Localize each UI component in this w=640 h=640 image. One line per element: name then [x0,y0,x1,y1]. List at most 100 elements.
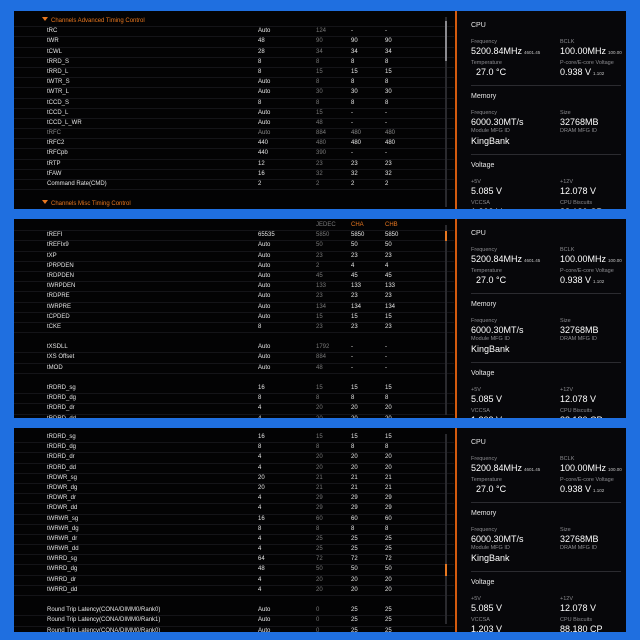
timing-row[interactable]: tREFI 65535 5850 5850 5850 [14,231,454,242]
timing-row[interactable]: tWRWR_sg 16 60 60 60 [14,515,454,525]
timing-row[interactable]: tWRPDEN Auto 133 133 133 [14,282,454,293]
jedec-value: 8 [316,395,320,402]
scrollbar[interactable] [445,434,447,624]
timing-row[interactable]: tRFCpb 440 390 - - [14,149,454,160]
timing-row[interactable]: tCWL 28 34 34 34 [14,48,454,58]
section-title: Channels Advanced Timing Control [42,17,145,26]
timing-row[interactable]: tPRPDEN Auto 2 4 4 [14,262,454,272]
timing-setting: 440 [258,150,269,157]
channel-a-value: 23 [351,293,358,300]
timing-setting: 48 [258,38,265,45]
timing-row[interactable]: tRDRD_dd 4 20 20 20 [14,464,454,474]
module-mfg-label: Module MFG ID [471,545,510,551]
timing-row[interactable]: tCCD_L_WR Auto 48 - - [14,119,454,130]
timing-row[interactable]: tRDRD_dg 8 8 8 8 [14,443,454,454]
channel-a-value: 8 [351,525,355,532]
timing-setting: Auto [258,293,271,300]
jedec-value: 5850 [316,232,330,239]
timing-row[interactable]: tRDPDEN Auto 45 45 45 [14,272,454,283]
scrollbar[interactable] [445,17,447,207]
timing-name: tRDRD_dr [47,454,75,461]
channel-b-value: 8 [385,525,389,532]
timing-row[interactable]: Round Trip Latency(CONA/DIMM0/Rank0) Auto… [14,606,454,617]
jedec-value: 1792 [316,344,330,351]
cpu-frequency: 5200.84MHz 4601.45 [471,46,540,56]
timing-name: tRC [47,28,58,35]
timing-name: tWRWR_sg [47,515,79,522]
timing-row[interactable]: tFAW 16 32 32 32 [14,170,454,180]
timing-row[interactable]: tRDWR_dr 4 29 29 29 [14,494,454,505]
module-mfg-value-main: KingBank [471,553,510,563]
timing-row[interactable]: tRDWR_sg 20 21 21 21 [14,474,454,484]
timing-setting: Auto [258,303,271,310]
memory-frequency: 6000.30MT/s [471,325,524,335]
timing-row[interactable]: tWRRD_dg 48 50 50 50 [14,565,454,576]
scrollbar[interactable] [445,225,447,415]
timing-row[interactable]: tMOD Auto 48 - - [14,364,454,374]
section-header[interactable]: Channels Misc Timing Control [14,200,454,209]
timing-row[interactable]: tRDRD_sg 16 15 15 15 [14,384,454,395]
channel-a-value: 45 [351,272,358,279]
timing-row[interactable]: tWRWR_dd 4 25 25 25 [14,545,454,556]
timing-row[interactable]: tRDRD_dg 8 8 8 8 [14,394,454,405]
timing-row[interactable]: tRDWR_dd 4 29 29 29 [14,504,454,515]
timing-setting: 8 [258,323,262,330]
timing-row[interactable]: tWRRD_dd 4 20 20 20 [14,586,454,596]
timing-row[interactable]: tWRPRE Auto 134 134 134 [14,303,454,313]
timing-row[interactable]: tCCD_L Auto 15 - - [14,109,454,119]
timing-setting: 4 [258,454,262,461]
timing-row[interactable]: tWRWR_dg 8 8 8 8 [14,525,454,535]
timing-setting: Auto [258,130,271,137]
jedec-value: 133 [316,283,327,290]
timing-setting: Auto [258,242,271,249]
channel-a-value: 25 [351,546,358,553]
timing-setting: 8 [258,395,262,402]
timing-name: tRRD_S [47,58,70,65]
scrollbar-thumb[interactable] [445,231,447,241]
timing-row[interactable]: tWRRD_dr 4 20 20 20 [14,576,454,586]
timing-row[interactable]: tWTR_S Auto 8 8 8 [14,78,454,89]
timing-row[interactable]: tCPDED Auto 15 15 15 [14,313,454,323]
timing-row[interactable]: Command Rate(CMD) 2 2 2 2 [14,180,454,191]
channel-b-value: 8 [385,99,389,106]
timing-row[interactable]: tRDRD_sg 16 15 15 15 [14,433,454,444]
channel-a-value: 30 [351,89,358,96]
memory-section-title: Memory [471,93,497,100]
timing-row[interactable]: tXSDLL Auto 1792 - - [14,343,454,354]
timing-row[interactable]: tREFIx9 Auto 50 50 50 [14,241,454,252]
scrollbar-thumb[interactable] [445,564,447,576]
timing-row[interactable]: tRDPRE Auto 23 23 23 [14,292,454,303]
cpu-biscuits-value-main: 88.180 CP [560,415,603,418]
timing-row[interactable]: tRDRD_dd 4 20 20 20 [14,415,454,418]
timing-row[interactable]: tRDWR_dg 20 21 21 21 [14,484,454,495]
scrollbar-thumb[interactable] [445,21,447,61]
timing-row[interactable]: tCKE 8 23 23 23 [14,323,454,334]
plus12v-value-main: 12.078 V [560,186,597,196]
timing-row[interactable]: tWTR_L Auto 30 30 30 [14,88,454,99]
timing-row[interactable]: tRDRD_dr 4 20 20 20 [14,453,454,464]
timing-row[interactable]: tRTP 12 23 23 23 [14,160,454,170]
channel-a-value: 15 [351,434,358,440]
timing-row[interactable]: tWR 48 90 90 90 [14,37,454,48]
temperature-label: Temperature [471,477,502,483]
timing-row[interactable]: tCCD_S 8 8 8 8 [14,99,454,109]
timing-row[interactable]: tXP Auto 23 23 23 [14,252,454,262]
timing-row[interactable]: Round Trip Latency(CONA/DIMM0/Rank1) Auto… [14,616,454,627]
timing-row[interactable]: tRRD_L 8 15 15 15 [14,68,454,79]
timing-row[interactable]: tRFC2 440 480 480 480 [14,139,454,150]
timing-row[interactable]: tWRWR_dr 4 25 25 25 [14,535,454,546]
timing-row[interactable]: tRRD_S 8 8 8 8 [14,58,454,68]
timing-row[interactable]: Round Trip Latency(CONA/DIMM0/Rank0) Auto… [14,627,454,632]
pcore-voltage: 0.938 V 1.102 [560,275,604,285]
spacer-row [14,190,454,200]
section-header[interactable]: Channels Advanced Timing Control [14,17,454,28]
timing-row[interactable]: tWRRD_sg 64 72 72 72 [14,555,454,566]
channel-b-value: 480 [385,130,396,137]
timing-row[interactable]: tRFC Auto 884 480 480 [14,129,454,140]
channel-b-value: 2 [385,181,389,187]
timing-name: tMOD [47,364,63,371]
timing-row[interactable]: tRDRD_dr 4 20 20 20 [14,404,454,415]
timing-row[interactable]: tRC Auto 124 - - [14,27,454,38]
timing-row[interactable]: tXS Offset Auto 884 - - [14,353,454,364]
vccsa-label: VCCSA [471,617,490,623]
